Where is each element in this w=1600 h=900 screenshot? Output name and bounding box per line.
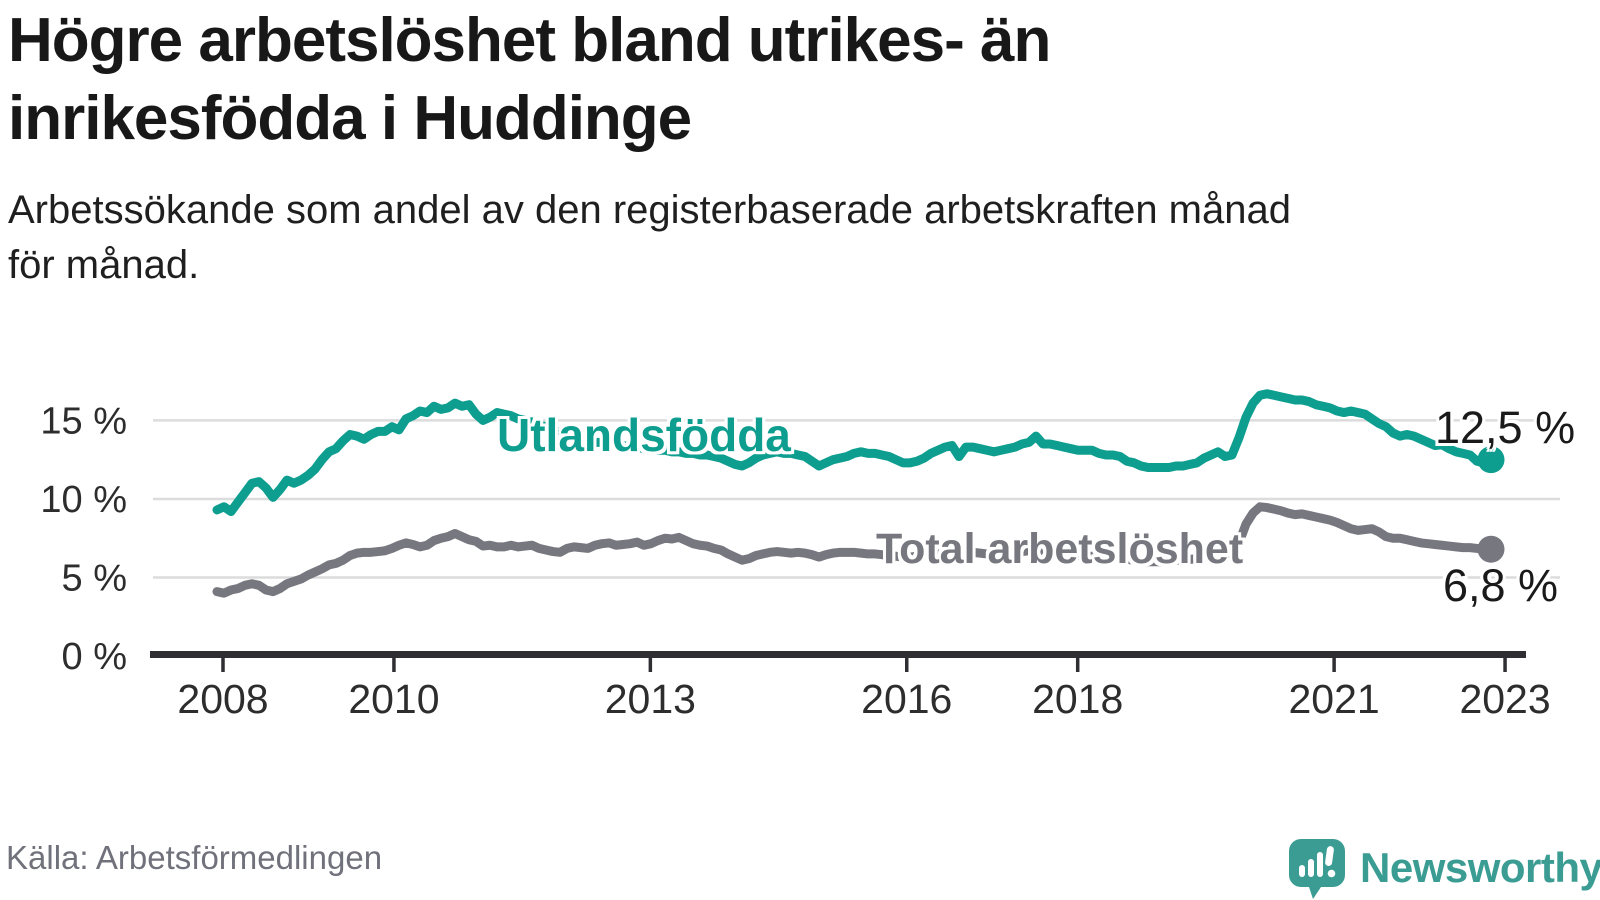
logo-bar-1 xyxy=(1299,865,1305,877)
end-value-label-utlandsfodda: 12,5 % xyxy=(1435,402,1576,453)
chart-subtitle: Arbetssökande som andel av den registerb… xyxy=(8,183,1291,293)
series-label-utlandsfodda: Utlandsfödda xyxy=(497,409,791,461)
line-total xyxy=(212,502,1496,598)
y-tick-label: 0 % xyxy=(62,636,127,678)
y-tick-label: 10 % xyxy=(40,479,127,521)
newsworthy-logo-icon xyxy=(1289,839,1345,899)
x-tick-label: 2018 xyxy=(1032,676,1123,722)
series-label-total-arbetsloshet: Total arbetslöshet xyxy=(876,525,1244,573)
x-tick-label: 2013 xyxy=(605,676,696,722)
newsworthy-logo: Newsworthy xyxy=(1288,838,1600,900)
logo-bar-2 xyxy=(1308,859,1314,877)
subtitle-line-2: för månad. xyxy=(8,243,200,288)
x-tick-label: 2021 xyxy=(1289,676,1380,722)
page-title: Högre arbetslöshet bland utrikes- än inr… xyxy=(8,2,1051,158)
end-dot-utlandsfodda xyxy=(1477,446,1505,474)
logo-exclamation-bar xyxy=(1325,846,1334,867)
x-tick-label: 2023 xyxy=(1459,676,1550,722)
title-line-2: inrikesfödda i Huddinge xyxy=(8,84,692,154)
y-tick-label: 5 % xyxy=(62,557,127,599)
title-line-1: Högre arbetslöshet bland utrikes- än xyxy=(8,6,1051,75)
source-attribution: Källa: Arbetsförmedlingen xyxy=(6,839,383,876)
logo-bar-3 xyxy=(1317,852,1323,877)
x-tick-label: 2016 xyxy=(861,676,952,722)
subtitle-line-1: Arbetssökande som andel av den registerb… xyxy=(8,188,1291,232)
end-dot-total xyxy=(1477,535,1505,563)
y-tick-label: 15 % xyxy=(40,400,127,442)
newsworthy-wordmark: Newsworthy xyxy=(1360,844,1600,891)
x-tick-label: 2010 xyxy=(348,676,439,722)
x-tick-label: 2008 xyxy=(177,676,268,722)
end-value-label-total: 6,8 % xyxy=(1443,560,1559,611)
line-utlandsfodda xyxy=(212,389,1496,517)
logo-exclamation-dot xyxy=(1327,869,1336,878)
